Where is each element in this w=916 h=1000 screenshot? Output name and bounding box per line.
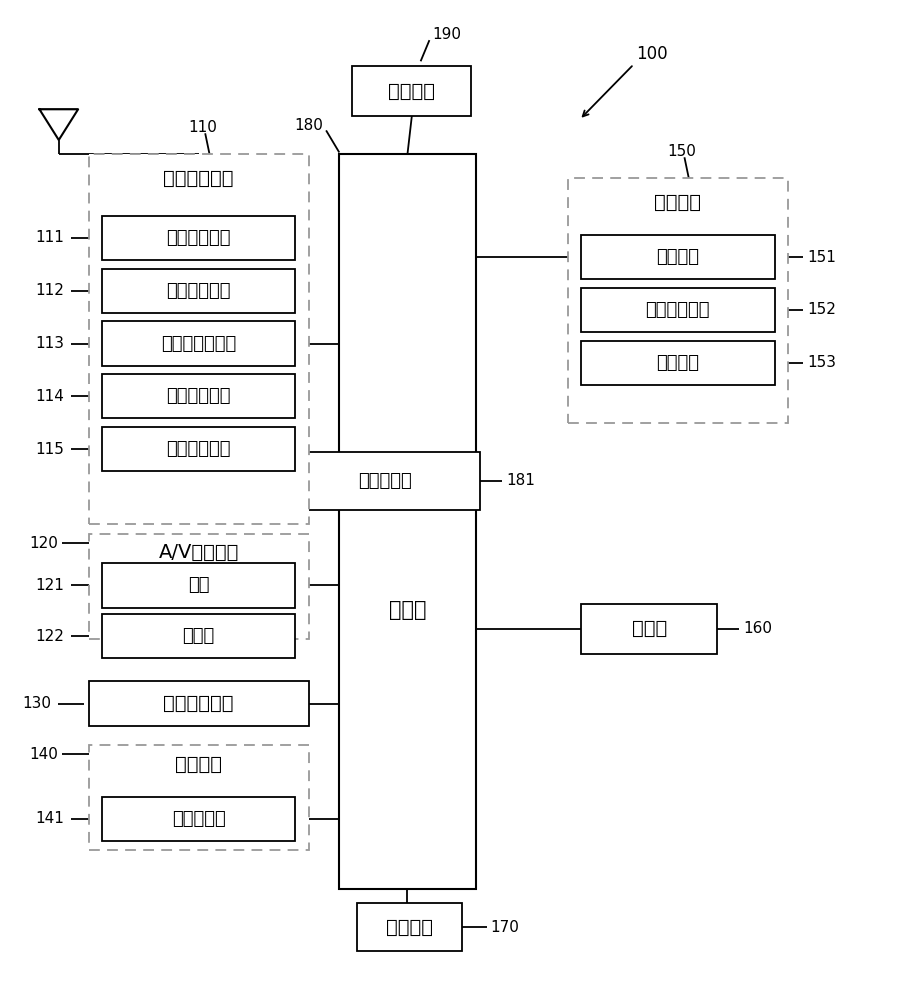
Text: 151: 151 (807, 250, 836, 265)
Text: 115: 115 (35, 442, 64, 457)
Text: 用户输入单元: 用户输入单元 (163, 694, 234, 713)
Text: 显示单元: 显示单元 (657, 248, 699, 266)
Text: 广播接收模块: 广播接收模块 (167, 229, 231, 247)
Bar (102, 374, 295, 418)
Text: 130: 130 (22, 696, 51, 711)
Bar (581, 341, 775, 385)
Bar (339, 154, 475, 889)
Bar (357, 903, 463, 951)
Text: 153: 153 (807, 355, 836, 370)
Bar (581, 235, 775, 279)
Text: 接近传感器: 接近传感器 (171, 810, 225, 828)
Bar (89, 745, 309, 850)
Text: 111: 111 (35, 230, 64, 245)
Bar (581, 288, 775, 332)
Text: 麦克风: 麦克风 (182, 627, 214, 645)
Bar (102, 269, 295, 313)
Text: 122: 122 (35, 629, 64, 644)
Text: 无线通信单元: 无线通信单元 (163, 169, 234, 188)
Bar (581, 604, 717, 654)
Text: 150: 150 (668, 144, 696, 159)
Text: 181: 181 (507, 473, 535, 488)
Text: 接口单元: 接口单元 (387, 918, 433, 937)
Bar (102, 797, 295, 841)
Bar (568, 178, 788, 423)
Bar (102, 216, 295, 260)
Text: 移动通信模块: 移动通信模块 (167, 282, 231, 300)
Text: 112: 112 (35, 283, 64, 298)
Text: 电源单元: 电源单元 (388, 82, 435, 101)
Text: 照相: 照相 (188, 576, 210, 594)
Text: 110: 110 (188, 120, 217, 135)
Text: 113: 113 (35, 336, 64, 351)
Text: 121: 121 (35, 578, 64, 593)
Text: 114: 114 (35, 389, 64, 404)
Text: 190: 190 (432, 27, 461, 42)
Text: 160: 160 (744, 621, 773, 636)
Text: 141: 141 (35, 811, 64, 826)
Text: 控制器: 控制器 (388, 600, 426, 620)
Bar (102, 563, 295, 608)
Text: 存储器: 存储器 (632, 619, 667, 638)
Text: 输出单元: 输出单元 (654, 193, 702, 212)
Bar (89, 681, 309, 726)
Text: 多媒体模块: 多媒体模块 (358, 472, 412, 490)
Text: 警报单元: 警报单元 (657, 354, 699, 372)
Text: 100: 100 (636, 45, 667, 63)
Polygon shape (39, 109, 78, 140)
Bar (353, 66, 471, 116)
Text: 感测单元: 感测单元 (175, 754, 222, 774)
Bar (102, 614, 295, 658)
Bar (102, 321, 295, 366)
Text: 短程通信模块: 短程通信模块 (167, 387, 231, 405)
Text: 120: 120 (29, 536, 58, 551)
Text: 152: 152 (807, 302, 836, 317)
Text: A/V输入单元: A/V输入单元 (158, 543, 239, 562)
Text: 无线互联网模块: 无线互联网模块 (161, 335, 236, 353)
Text: 180: 180 (295, 118, 323, 133)
Bar (291, 452, 480, 510)
Text: 170: 170 (491, 920, 519, 935)
Bar (89, 534, 309, 639)
Text: 140: 140 (29, 747, 58, 762)
Text: 音频输出模块: 音频输出模块 (646, 301, 710, 319)
Bar (89, 154, 309, 524)
Bar (102, 427, 295, 471)
Text: 位置信息模块: 位置信息模块 (167, 440, 231, 458)
